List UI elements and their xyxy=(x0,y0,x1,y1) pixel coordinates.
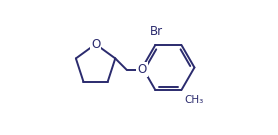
Text: O: O xyxy=(91,38,100,51)
Text: O: O xyxy=(137,63,147,76)
Text: Br: Br xyxy=(150,25,163,38)
Text: CH₃: CH₃ xyxy=(185,95,204,105)
